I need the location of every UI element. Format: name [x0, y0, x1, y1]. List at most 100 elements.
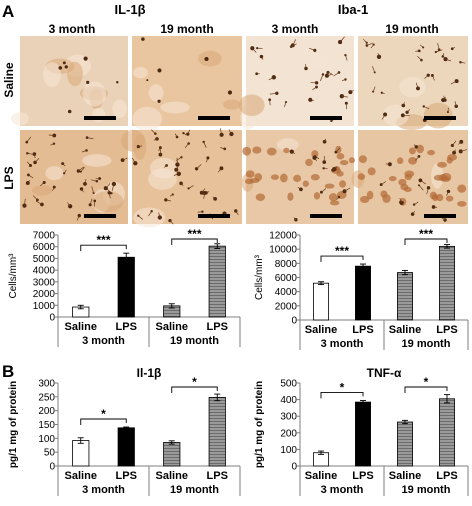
significance-bracket [404, 386, 448, 393]
y-tick-label: 250 [38, 392, 55, 403]
y-tick-label: 6000 [33, 242, 56, 253]
significance-bracket [320, 391, 364, 399]
x-tick-label: Saline [156, 470, 188, 482]
scale-bar [198, 116, 230, 120]
micro-title-il1b: IL-1β [114, 2, 145, 17]
significance-bracket [320, 255, 364, 263]
y-tick-label: 5000 [33, 254, 56, 265]
significance-bracket [171, 386, 218, 393]
column-label-2: 19 month [160, 22, 213, 36]
y-tick-label: 150 [38, 420, 55, 431]
bar [439, 398, 455, 467]
y-tick-label: 50 [44, 448, 56, 459]
y-tick-label: 4000 [275, 287, 298, 298]
column-label-1: 3 month [49, 22, 96, 36]
panel-b-letter: B [2, 362, 14, 381]
panel-a-letter: A [2, 2, 14, 21]
significance-bracket [80, 244, 127, 252]
group-label: 3 month [321, 484, 364, 496]
x-tick-label: Saline [305, 470, 337, 482]
significance-marker: * [340, 380, 345, 394]
group-label: 3 month [82, 335, 125, 347]
bar [439, 245, 455, 321]
significance-bracket [404, 238, 448, 245]
y-axis-label: Cells/mm³ [254, 254, 265, 300]
chart-tnfa-protein: TNF-α 0 100 200 300 400 500 pg/1 mg of protein S… [254, 366, 469, 496]
scale-bar [198, 214, 230, 218]
chart-il1b-protein: Il-1β 0 50 100 150 200 250 300 pg/1 mg of protei… [8, 366, 241, 496]
y-tick-label: 300 [38, 379, 55, 390]
bar [397, 421, 413, 467]
group-label: 19 month [402, 338, 451, 350]
y-tick-label: 0 [291, 316, 297, 327]
group-label: 19 month [170, 335, 219, 347]
significance-marker: *** [96, 233, 110, 247]
x-tick-label: LPS [436, 324, 457, 336]
micrograph-tile [132, 36, 242, 132]
scale-bar [310, 214, 342, 218]
significance-marker: *** [419, 227, 433, 241]
y-tick-label: 8000 [275, 259, 298, 270]
x-tick-label: Saline [389, 470, 421, 482]
y-tick-label: 6000 [275, 273, 298, 284]
y-tick-label: 3000 [33, 277, 56, 288]
bar [117, 256, 135, 318]
y-tick-label: 200 [38, 406, 55, 417]
y-tick-label: 1000 [33, 301, 56, 312]
x-tick-label: Saline [305, 324, 337, 336]
significance-marker: *** [187, 227, 201, 241]
x-tick-label: LPS [207, 470, 228, 482]
y-tick-label: 0 [49, 313, 55, 324]
row-label-lps: LPS [2, 166, 16, 189]
significance-marker: * [101, 407, 106, 421]
y-tick-label: 0 [291, 462, 297, 473]
scale-bar [424, 116, 456, 120]
x-tick-label: LPS [352, 470, 373, 482]
bar [208, 245, 226, 318]
bar [208, 396, 226, 467]
y-tick-label: 0 [49, 462, 55, 473]
y-tick-label: 200 [280, 428, 297, 439]
x-tick-label: LPS [352, 324, 373, 336]
group-label: 19 month [170, 484, 219, 496]
y-tick-label: 2000 [33, 289, 56, 300]
chart-iba1-cell-count: 0 2000 4000 6000 8000 10000 12000 Cells/mm³ Sali… [254, 227, 469, 350]
y-tick-label: 100 [280, 445, 297, 456]
micrograph-grid [11, 36, 468, 228]
y-tick-label: 12000 [269, 231, 297, 242]
y-tick-label: 100 [38, 434, 55, 445]
bar [72, 440, 90, 467]
group-label: 3 month [321, 338, 364, 350]
significance-marker: *** [335, 244, 349, 258]
bar [313, 282, 329, 321]
y-tick-label: 2000 [275, 301, 298, 312]
micrograph-tile [351, 130, 468, 224]
column-label-4: 19 month [385, 22, 438, 36]
significance-bracket [80, 418, 127, 425]
y-tick-label: 300 [280, 412, 297, 423]
significance-marker: * [424, 375, 429, 389]
scale-bar [424, 214, 456, 218]
x-tick-label: LPS [207, 321, 228, 333]
bar [355, 265, 371, 321]
x-tick-label: Saline [389, 324, 421, 336]
x-tick-label: LPS [116, 321, 137, 333]
significance-bracket [171, 238, 218, 245]
micrograph-tile [20, 130, 128, 224]
scale-bar [310, 116, 342, 120]
y-tick-label: 4000 [33, 266, 56, 277]
scale-bar [84, 116, 116, 120]
micrograph-tile [358, 36, 468, 131]
micrograph-tile [238, 36, 354, 130]
bar [397, 272, 413, 321]
bar [117, 427, 135, 467]
scale-bar [84, 214, 116, 218]
micrograph-tile [11, 36, 128, 126]
x-tick-label: LPS [436, 470, 457, 482]
group-label: 19 month [402, 484, 451, 496]
micro-title-iba1: Iba-1 [338, 2, 368, 17]
bar [163, 442, 181, 467]
y-axis-label: pg/1 mg of protein [8, 381, 19, 468]
